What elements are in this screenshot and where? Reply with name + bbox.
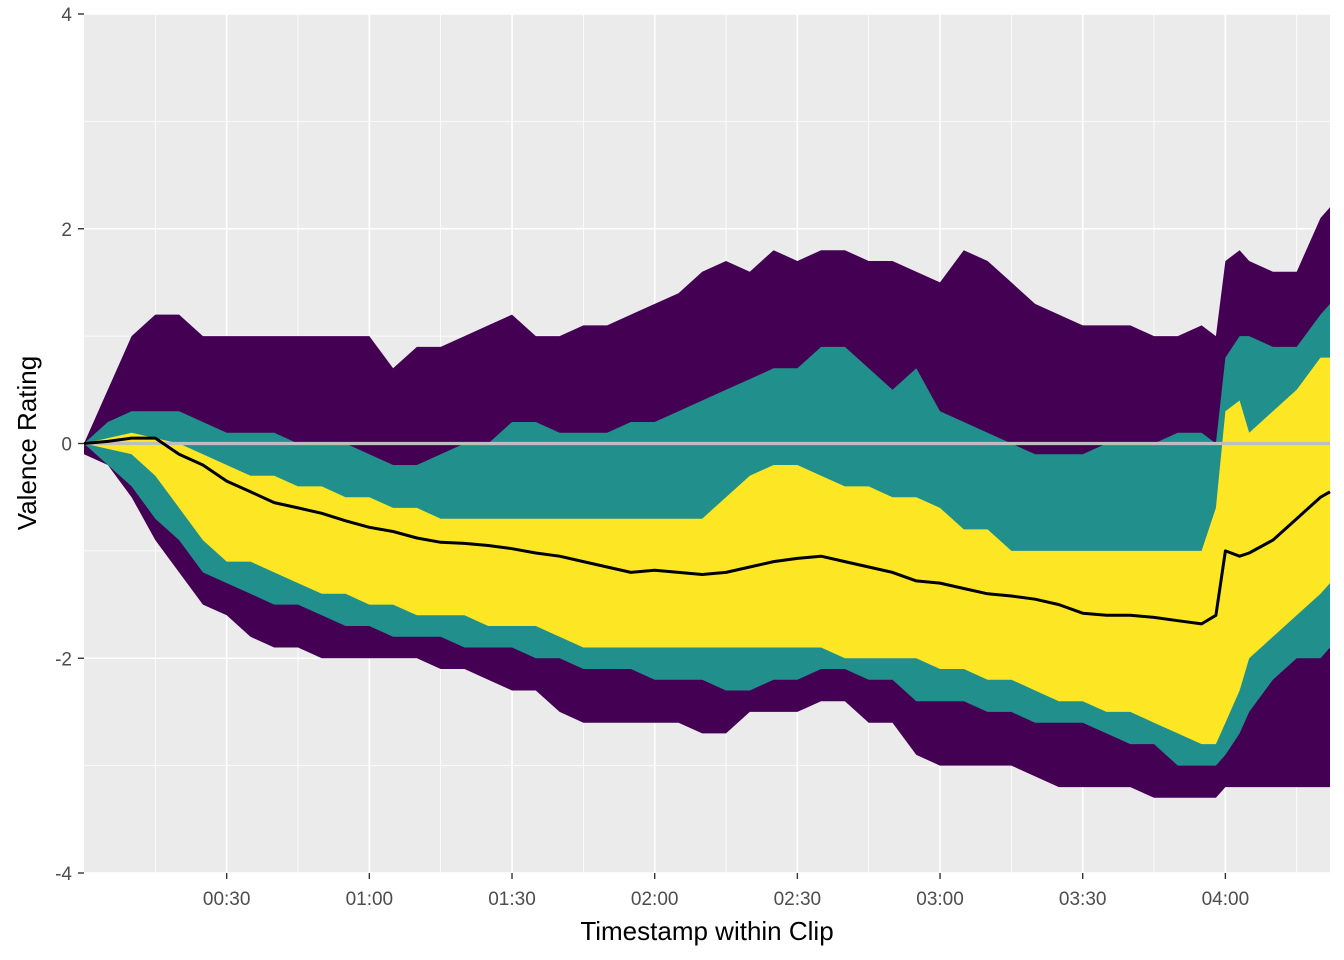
x-tick-label: 01:30: [488, 889, 536, 910]
y-tick-label: 2: [61, 220, 72, 241]
x-tick-label: 00:30: [203, 889, 251, 910]
y-axis-title: Valence Rating: [12, 356, 42, 530]
y-tick-label: 0: [61, 435, 72, 456]
x-tick-label: 02:00: [631, 889, 679, 910]
inner-band-area: [84, 357, 1330, 745]
x-tick-label: 03:00: [916, 889, 964, 910]
y-tick-label: -2: [55, 649, 72, 670]
x-tick-label: 03:30: [1059, 889, 1107, 910]
x-tick-label: 02:30: [774, 889, 822, 910]
y-tick-label: 4: [61, 5, 72, 26]
quantile-bands: [84, 207, 1330, 798]
x-axis: 00:30 01:00 01:30 02:00 02:30 03:00 03:30 04:00: [203, 873, 1249, 910]
x-tick-label: 04:00: [1202, 889, 1250, 910]
y-tick-label: -4: [55, 864, 72, 885]
x-axis-title: Timestamp within Clip: [580, 916, 833, 946]
x-tick-label: 01:00: [346, 889, 394, 910]
y-axis: 4 2 0 -2 -4: [55, 5, 84, 885]
mean-valence-line: [83, 436, 1331, 626]
